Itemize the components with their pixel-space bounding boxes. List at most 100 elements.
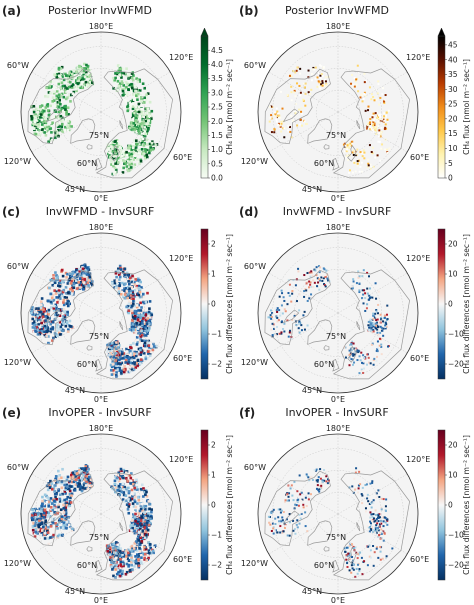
panel-label: (c) xyxy=(2,205,21,219)
map-label-lat-60: 60°N xyxy=(314,159,334,168)
map-label-lat-75: 75°N xyxy=(89,533,109,542)
colorbar-tick: 3.5 xyxy=(211,74,223,83)
map-label-lon-60e: 60°E xyxy=(173,555,192,564)
flux-field xyxy=(29,263,158,378)
colorbar-label: CH₄ flux differences [nmol m⁻² sec⁻¹] xyxy=(225,435,234,575)
colorbar-tick: 25 xyxy=(448,100,458,109)
colorbar-extend-arrow xyxy=(437,27,446,37)
colorbar-tick: 4.5 xyxy=(211,46,223,55)
map-label-lon-120w: 120°W xyxy=(241,358,268,367)
map-label-lon-60e: 60°E xyxy=(410,555,429,564)
colorbar-tick: 1 xyxy=(211,270,216,279)
map-label-lon-120e: 120°E xyxy=(406,53,430,62)
map-label-lat-60: 60°N xyxy=(77,561,97,570)
colorbar-tick: 0 xyxy=(448,174,453,183)
colorbar-tick: 3.0 xyxy=(211,88,223,97)
map-label-lon-120w: 120°W xyxy=(241,559,268,568)
colorbar-tick: 20 xyxy=(448,240,458,249)
map-label-lon-0: 0°E xyxy=(94,395,108,402)
panel-label: (d) xyxy=(239,205,259,219)
map-label-lon-0: 0°E xyxy=(331,395,345,402)
map-label-lon-120e: 120°E xyxy=(406,254,430,263)
map-label-lat-45: 45°N xyxy=(65,587,85,596)
map-label-lon-0: 0°E xyxy=(94,596,108,603)
colorbar-tick: 2.5 xyxy=(211,103,223,112)
colorbar xyxy=(437,228,446,380)
colorbar xyxy=(437,35,446,179)
panel-title: Posterior InvWFMD xyxy=(47,4,152,17)
map-label-lon-60w: 60°W xyxy=(244,262,266,271)
map-label-lat-45: 45°N xyxy=(65,386,85,395)
map-label-lon-60e: 60°E xyxy=(173,354,192,363)
colorbar-label: CH₄ flux differences [nmol m⁻² sec⁻¹] xyxy=(462,234,471,374)
coastlines xyxy=(27,470,173,581)
colorbar-tick: 10 xyxy=(448,471,458,480)
map-label-lon-120w: 120°W xyxy=(4,358,31,367)
map-label-lon-120e: 120°E xyxy=(406,455,430,464)
colorbar-tick: −20 xyxy=(448,360,464,369)
colorbar-tick: 1.5 xyxy=(211,131,223,140)
colorbar xyxy=(200,228,209,380)
coastlines xyxy=(264,68,410,179)
panel-title: InvOPER - InvSURF xyxy=(48,406,152,419)
map-label-lat-60: 60°N xyxy=(77,360,97,369)
map-label-lon-60w: 60°W xyxy=(7,262,29,271)
colorbar-tick: 1 xyxy=(211,471,216,480)
panel-f: (f) 180°E 0°E 120°E 60°E 60°W 120°W 75°N 60°N 45°… xyxy=(237,402,474,603)
map-label-lat-45: 45°N xyxy=(65,185,85,194)
map-label-lon-180: 180°E xyxy=(326,424,350,433)
map-label-lon-180: 180°E xyxy=(326,22,350,31)
colorbar-label: CH₄ flux differences [nmol m⁻² sec⁻¹] xyxy=(225,234,234,374)
colorbar xyxy=(200,429,209,581)
map-label-lon-180: 180°E xyxy=(89,223,113,232)
map-b: 180°E 0°E 120°E 60°E 60°W 120°W 75°N 60°N 45°N 0 5… xyxy=(241,22,471,201)
graticule xyxy=(268,434,408,594)
colorbar-tick: 0.0 xyxy=(211,174,223,183)
colorbar-tick: 35 xyxy=(448,70,458,79)
colorbar-tick: −10 xyxy=(448,531,464,540)
panel-label: (a) xyxy=(2,4,22,18)
map-label-lat-75: 75°N xyxy=(326,131,346,140)
map-label-lon-0: 0°E xyxy=(331,596,345,603)
colorbar-label: CH₄ flux [nmol m⁻² sec⁻¹] xyxy=(462,59,471,155)
map-label-lon-180: 180°E xyxy=(89,22,113,31)
map-f: 180°E 0°E 120°E 60°E 60°W 120°W 75°N 60°N 45°N −2… xyxy=(241,424,471,603)
map-label-lat-60: 60°N xyxy=(314,360,334,369)
coastlines xyxy=(27,269,173,380)
coastlines xyxy=(27,68,173,179)
map-label-lon-60e: 60°E xyxy=(410,153,429,162)
map-label-lon-60w: 60°W xyxy=(7,463,29,472)
map-label-lon-180: 180°E xyxy=(326,223,350,232)
colorbar-tick: −2 xyxy=(211,561,222,570)
panel-title: InvOPER - InvSURF xyxy=(285,406,389,419)
colorbar-tick: 40 xyxy=(448,55,458,64)
graticule xyxy=(31,434,171,594)
colorbar-tick: −2 xyxy=(211,360,222,369)
colorbar-tick: 10 xyxy=(448,144,458,153)
map-label-lon-180: 180°E xyxy=(89,424,113,433)
flux-field xyxy=(30,464,157,579)
map-label-lon-120w: 120°W xyxy=(241,157,268,166)
colorbar-tick: 10 xyxy=(448,270,458,279)
map-label-lon-60e: 60°E xyxy=(410,354,429,363)
panel-d: (d) 180°E 0°E 120°E 60°E 60°W 120°W 75°N 60°N 45°… xyxy=(237,201,474,402)
colorbar-tick: −20 xyxy=(448,561,464,570)
map-label-lat-60: 60°N xyxy=(77,159,97,168)
map-label-lat-75: 75°N xyxy=(326,533,346,542)
colorbar-tick: 2.0 xyxy=(211,117,223,126)
coastlines xyxy=(264,470,410,581)
map-label-lon-60e: 60°E xyxy=(173,153,192,162)
colorbar-tick: −1 xyxy=(211,330,222,339)
colorbar-tick: 2 xyxy=(211,441,216,450)
graticule xyxy=(268,32,408,192)
map-label-lat-75: 75°N xyxy=(89,131,109,140)
colorbar-tick: 5 xyxy=(448,159,453,168)
colorbar-tick: −10 xyxy=(448,330,464,339)
colorbar-tick: 30 xyxy=(448,85,458,94)
graticule xyxy=(268,233,408,393)
colorbar-tick: 0 xyxy=(211,501,216,510)
map-label-lon-60w: 60°W xyxy=(244,61,266,70)
panel-label: (f) xyxy=(239,406,256,420)
map-label-lon-60w: 60°W xyxy=(244,463,266,472)
map-label-lon-0: 0°E xyxy=(331,194,345,201)
